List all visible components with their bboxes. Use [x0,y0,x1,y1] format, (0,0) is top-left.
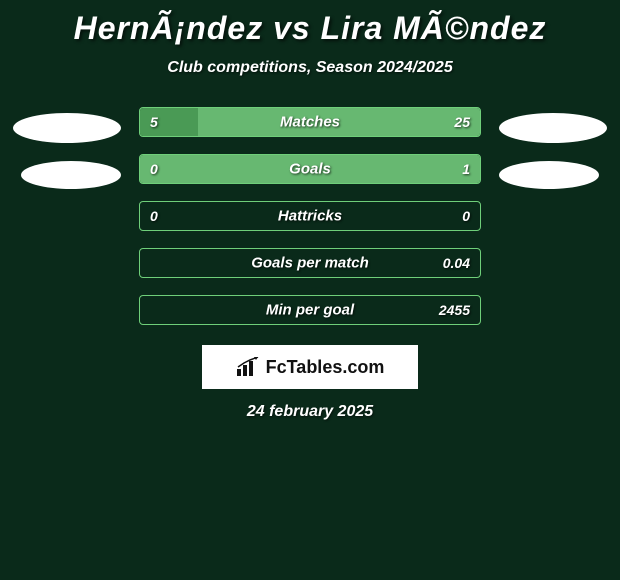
date: 24 february 2025 [0,403,620,421]
bar-fill-left [140,108,198,136]
subtitle: Club competitions, Season 2024/2025 [0,59,620,77]
stat-row: Goals per match 0.04 [139,248,481,278]
stat-value-right: 25 [454,114,470,130]
stat-label: Hattricks [278,208,342,225]
player-left-badge-secondary [21,161,121,189]
stat-value-right: 2455 [439,302,470,318]
stat-value-right: 0.04 [443,255,470,271]
stat-label: Goals [289,161,331,178]
stat-value-left: 0 [150,161,158,177]
stats-area: Matches 5 25 Goals 0 1 Hattricks 0 0 Goals per ma… [0,107,620,325]
player-left-badges [13,113,121,189]
player-right-badges [499,113,607,189]
player-left-badge [13,113,121,143]
stat-label: Matches [280,114,340,131]
chart-icon [236,357,260,377]
logo-text: FcTables.com [266,357,385,378]
stat-row: Hattricks 0 0 [139,201,481,231]
stat-value-right: 1 [462,161,470,177]
stat-value-left: 0 [150,208,158,224]
stat-row: Min per goal 2455 [139,295,481,325]
stat-row: Goals 0 1 [139,154,481,184]
stat-row: Matches 5 25 [139,107,481,137]
stat-label: Goals per match [251,255,369,272]
player-right-badge-secondary [499,161,599,189]
player-right-badge [499,113,607,143]
source-logo: FcTables.com [202,345,418,389]
stat-bars: Matches 5 25 Goals 0 1 Hattricks 0 0 Goals per ma… [139,107,481,325]
stat-label: Min per goal [266,302,354,319]
stat-value-right: 0 [462,208,470,224]
page-title: HernÃ¡ndez vs Lira MÃ©ndez [0,10,620,47]
stat-value-left: 5 [150,114,158,130]
comparison-card: HernÃ¡ndez vs Lira MÃ©ndez Club competit… [0,0,620,431]
